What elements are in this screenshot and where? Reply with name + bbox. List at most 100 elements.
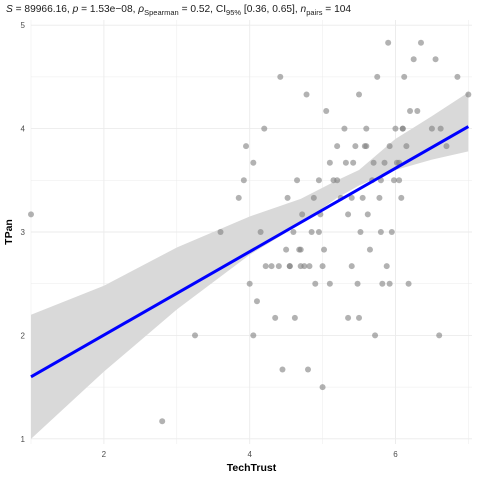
data-point bbox=[323, 108, 330, 115]
data-point bbox=[385, 39, 392, 46]
x-axis-title: TechTrust bbox=[227, 462, 277, 474]
data-point bbox=[376, 194, 383, 201]
y-axis-title: TPan bbox=[3, 219, 15, 245]
data-point bbox=[352, 143, 359, 150]
data-point bbox=[299, 211, 306, 218]
ci-value: [0.36, 0.65], bbox=[241, 4, 301, 15]
x-tick-label: 6 bbox=[393, 450, 398, 459]
rho-value: = 0.52, CI bbox=[178, 4, 227, 15]
data-point bbox=[359, 194, 366, 201]
confidence-band bbox=[31, 92, 469, 439]
data-point bbox=[348, 263, 355, 270]
data-point bbox=[321, 246, 328, 253]
data-point bbox=[286, 263, 293, 270]
data-point bbox=[261, 125, 268, 132]
tick-labels: 2 4 6 1 2 3 4 5 bbox=[21, 21, 399, 459]
data-point bbox=[326, 159, 333, 166]
data-point bbox=[28, 211, 34, 218]
data-point bbox=[253, 298, 260, 305]
data-point bbox=[315, 229, 322, 235]
data-point bbox=[257, 229, 264, 235]
y-tick-label: 5 bbox=[21, 21, 26, 30]
data-point bbox=[250, 332, 257, 339]
data-point bbox=[379, 280, 386, 287]
data-point bbox=[246, 280, 253, 287]
data-point bbox=[364, 211, 371, 218]
data-point bbox=[363, 125, 370, 132]
x-tick-label: 2 bbox=[102, 450, 107, 459]
data-point bbox=[279, 366, 286, 373]
data-point bbox=[334, 177, 341, 184]
y-tick-label: 2 bbox=[21, 331, 26, 340]
data-point bbox=[341, 125, 348, 132]
data-point bbox=[268, 263, 275, 270]
data-point bbox=[297, 246, 304, 253]
data-point bbox=[403, 143, 410, 150]
data-point bbox=[217, 229, 224, 235]
data-point bbox=[363, 143, 370, 150]
data-point bbox=[398, 194, 405, 201]
data-point bbox=[377, 229, 384, 235]
data-point bbox=[410, 56, 417, 63]
data-point bbox=[465, 91, 472, 98]
data-point bbox=[192, 332, 199, 339]
n-value: = 104 bbox=[322, 4, 352, 15]
data-point bbox=[414, 108, 421, 115]
data-point bbox=[372, 332, 379, 339]
data-point bbox=[407, 108, 414, 115]
data-point bbox=[370, 159, 377, 166]
data-point bbox=[405, 280, 412, 287]
data-point bbox=[306, 263, 313, 270]
data-point bbox=[235, 194, 242, 201]
data-points bbox=[28, 39, 472, 425]
data-point bbox=[381, 159, 388, 166]
data-point bbox=[350, 159, 357, 166]
data-point bbox=[262, 263, 269, 270]
data-point bbox=[454, 73, 461, 80]
data-point bbox=[277, 73, 284, 80]
data-point bbox=[283, 246, 290, 253]
data-point bbox=[334, 143, 341, 150]
data-point bbox=[326, 280, 333, 287]
data-point bbox=[304, 366, 311, 373]
rho-subscript: Spearman bbox=[144, 8, 179, 18]
data-point bbox=[319, 384, 326, 391]
s-value: = 89966.16, bbox=[12, 4, 73, 15]
data-point bbox=[391, 177, 398, 184]
data-point bbox=[294, 177, 301, 184]
y-tick-label: 3 bbox=[21, 228, 26, 237]
data-point bbox=[342, 159, 349, 166]
data-point bbox=[436, 332, 443, 339]
data-point bbox=[388, 229, 395, 235]
data-point bbox=[308, 229, 315, 235]
data-point bbox=[443, 143, 450, 150]
x-tick-label: 4 bbox=[247, 450, 252, 459]
rho-symbol: ρ bbox=[138, 0, 144, 15]
data-point bbox=[356, 91, 363, 98]
data-point bbox=[272, 314, 279, 321]
data-point bbox=[312, 280, 319, 287]
data-point bbox=[399, 125, 406, 132]
confidence-ribbon bbox=[31, 92, 469, 439]
data-point bbox=[356, 314, 363, 321]
data-point bbox=[291, 314, 298, 321]
data-point bbox=[275, 263, 282, 270]
regression-line bbox=[30, 125, 470, 379]
n-subscript: pairs bbox=[306, 8, 323, 18]
data-point bbox=[386, 280, 393, 287]
data-point bbox=[396, 177, 403, 184]
data-point bbox=[432, 56, 439, 63]
p-label: p bbox=[72, 4, 79, 15]
data-point bbox=[159, 418, 166, 425]
data-point bbox=[428, 125, 435, 132]
data-point bbox=[383, 263, 390, 270]
chart-subtitle: S = 89966.16, p = 1.53e−08, ρSpearman = … bbox=[6, 0, 476, 18]
data-point bbox=[417, 39, 424, 46]
ci-subscript: 95% bbox=[226, 8, 242, 18]
p-value: = 1.53e−08, bbox=[78, 4, 139, 15]
data-point bbox=[345, 314, 352, 321]
data-point bbox=[301, 263, 308, 270]
y-tick-label: 4 bbox=[21, 125, 26, 134]
data-point bbox=[386, 143, 393, 150]
